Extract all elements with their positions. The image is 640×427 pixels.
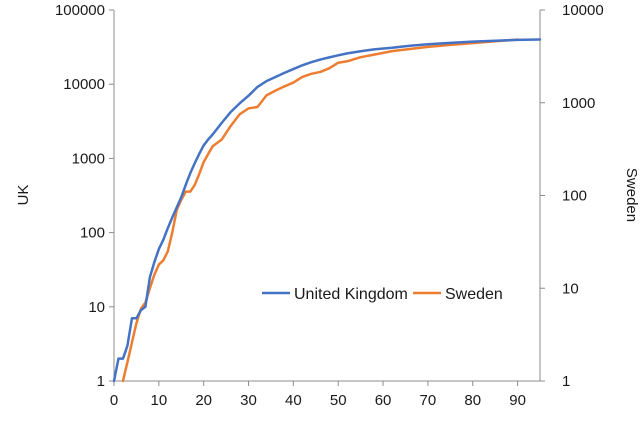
y-axis-right: 1 10 100 1000 10000 Sweden [539,2,640,390]
series-layer [112,38,542,383]
x-tick-label: 70 [420,392,437,409]
x-tick-label: 0 [110,392,118,409]
y-left-tick-label: 10 [88,299,105,316]
y-left-tick-label: 1000 [72,150,105,167]
legend-label-sweden: Sweden [445,286,503,303]
x-axis-ticks: 0 10 20 30 40 50 60 70 80 90 [110,381,526,409]
x-tick-label: 10 [150,392,167,409]
y-axis-left: 1 10 100 1000 10000 100000 UK [15,2,115,390]
legend: United Kingdom Sweden [262,286,503,303]
x-tick-label: 60 [375,392,392,409]
y-left-tick-label: 10000 [63,76,105,93]
x-tick-label: 90 [509,392,526,409]
y-left-tick-label: 100000 [55,2,105,19]
legend-item-sweden: Sweden [413,286,503,303]
x-tick-label: 80 [464,392,481,409]
y-left-tick-label: 1 [97,373,105,390]
x-tick-label: 30 [240,392,257,409]
y-axis-left-ticks: 1 10 100 1000 10000 100000 [55,2,114,390]
series-line-united-kingdom [112,38,542,383]
y-axis-right-title: Sweden [623,168,640,222]
y-right-tick-label: 1000 [562,95,595,112]
x-tick-label: 50 [330,392,347,409]
y-right-tick-label: 1 [562,373,570,390]
y-left-tick-label: 100 [80,225,105,242]
legend-item-uk: United Kingdom [262,286,408,303]
series-line-sweden [121,38,519,383]
y-axis-right-ticks: 1 10 100 1000 10000 [540,2,604,390]
y-axis-left-title: UK [15,185,32,206]
x-tick-label: 40 [285,392,302,409]
x-tick-label: 20 [195,392,212,409]
y-right-tick-label: 10000 [562,2,604,19]
y-right-tick-label: 100 [562,188,587,205]
y-right-tick-label: 10 [562,280,579,297]
legend-label-uk: United Kingdom [294,286,408,303]
x-axis: 0 10 20 30 40 50 60 70 80 90 [110,380,540,409]
